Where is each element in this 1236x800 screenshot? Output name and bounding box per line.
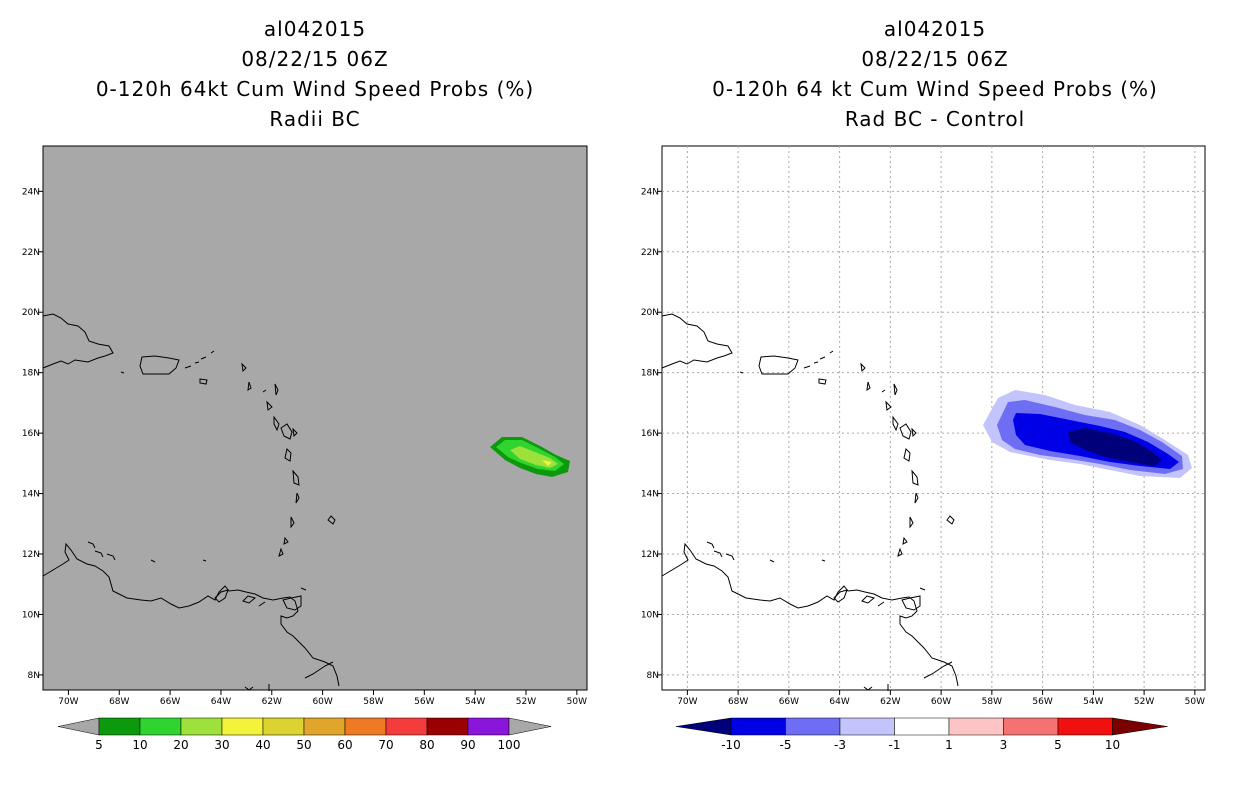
lon-tick-label: 64W: [211, 697, 231, 707]
colorbar-label: 5: [95, 738, 103, 752]
lat-tick-label: 22N: [22, 248, 40, 258]
colorbar-label: 40: [255, 738, 270, 752]
lat-tick-label: 12N: [22, 550, 40, 560]
colorbar-label: 100: [498, 738, 521, 752]
colorbar-label: 10: [132, 738, 147, 752]
lat-tick-label: 8N: [28, 671, 40, 681]
lon-tick-label: 56W: [414, 697, 434, 707]
lon-tick-label: 70W: [58, 697, 78, 707]
lon-tick-label: 58W: [982, 697, 1002, 707]
lon-tick-label: 68W: [728, 697, 748, 707]
colorbar-swatch: [344, 717, 387, 736]
axis-ticks: 70W 68W 66W 64W 62W 60W 58W 56W 54W 52W 50W 8N 10N 12…: [641, 187, 1205, 707]
colorbar-label: 30: [214, 738, 229, 752]
lat-tick-label: 14N: [22, 490, 40, 500]
lon-tick-label: 64W: [829, 697, 849, 707]
colorbar-label: 50: [296, 738, 311, 752]
grid-lines: [662, 146, 1205, 690]
lat-tick-label: 18N: [641, 369, 659, 379]
difference-contours: [983, 390, 1192, 478]
colorbar-label: 1: [945, 738, 953, 752]
colorbar-swatch: [303, 717, 346, 736]
colorbar-label: 5: [1054, 738, 1062, 752]
colorbar-label: -5: [780, 738, 792, 752]
colorbar-label: 3: [1000, 738, 1008, 752]
storm-id: al042015: [883, 17, 987, 41]
colorbar-label: -3: [834, 738, 846, 752]
lat-tick-label: 20N: [22, 308, 40, 318]
colorbar-label: -10: [721, 738, 741, 752]
colorbar-swatch: [730, 717, 786, 736]
lon-tick-label: 66W: [779, 697, 799, 707]
lon-tick-label: 58W: [363, 697, 383, 707]
colorbar-swatch: [948, 717, 1004, 736]
colorbar: -10 -5 -3 -1 1 3 5 10: [675, 717, 1168, 752]
lat-tick-label: 20N: [641, 308, 659, 318]
left-map-panel: 70W 68W 66W 64W 62W 60W 58W 56W 54W 52W 50W 8N 10N 12…: [22, 145, 588, 752]
lon-tick-label: 56W: [1032, 697, 1052, 707]
lat-tick-label: 24N: [22, 187, 40, 197]
lon-tick-label: 60W: [931, 697, 951, 707]
colorbar: 5 10 20 30 40 50 60 70 80 90 100: [57, 717, 552, 752]
lat-tick-label: 10N: [641, 610, 659, 620]
colorbar-label: 80: [419, 738, 434, 752]
lat-tick-label: 10N: [22, 610, 40, 620]
storm-id: al042015: [263, 17, 367, 41]
colorbar-swatch: [262, 717, 305, 736]
colorbar-swatch: [1057, 717, 1113, 736]
colorbar-label: 10: [1105, 738, 1120, 752]
colorbar-label: 20: [173, 738, 188, 752]
lat-tick-label: 22N: [641, 248, 659, 258]
left-panel-title: al042015 08/22/15 06Z 0-120h 64kt Cum Wi…: [35, 14, 595, 134]
experiment-name: Radii BC: [269, 107, 361, 131]
right-map-panel: 70W 68W 66W 64W 62W 60W 58W 56W 54W 52W 50W8N10N12…: [641, 145, 1206, 752]
forecast-time: 08/22/15 06Z: [241, 47, 389, 71]
lon-tick-label: 52W: [1134, 697, 1154, 707]
colorbar-swatch: [139, 717, 182, 736]
lat-tick-label: 8N: [647, 671, 659, 681]
lon-tick-label: 62W: [262, 697, 282, 707]
colorbar-swatch: [839, 717, 895, 736]
lon-tick-label: 62W: [880, 697, 900, 707]
lon-tick-label: 54W: [1083, 697, 1103, 707]
lat-tick-label: 16N: [641, 429, 659, 439]
lon-tick-label: 50W: [1185, 697, 1205, 707]
lat-tick-label: 16N: [22, 429, 40, 439]
product-name: 0-120h 64kt Cum Wind Speed Probs (%): [95, 77, 535, 101]
colorbar-swatch: [221, 717, 264, 736]
lon-tick-label: 68W: [109, 697, 129, 707]
colorbar-swatch: [467, 717, 510, 736]
colorbar-swatch: [1003, 717, 1059, 736]
colorbar-swatch: [180, 717, 223, 736]
lat-tick-label: 14N: [641, 490, 659, 500]
probability-contours: [490, 437, 570, 477]
lon-tick-label: 52W: [516, 697, 536, 707]
colorbar-swatch: [98, 717, 141, 736]
colorbar-label: 70: [378, 738, 393, 752]
experiment-name: Rad BC - Control: [844, 107, 1026, 131]
lon-tick-label: 60W: [312, 697, 332, 707]
lat-tick-label: 18N: [22, 369, 40, 379]
colorbar-label: 90: [460, 738, 475, 752]
lat-tick-label: 24N: [641, 187, 659, 197]
axis-ticks: 70W 68W 66W 64W 62W 60W 58W 56W 54W 52W 50W 8N 10N 12…: [22, 187, 587, 707]
colorbar-swatch: [894, 717, 950, 736]
colorbar-swatch: [385, 717, 428, 736]
colorbar-label: 60: [337, 738, 352, 752]
right-panel-title: al042015 08/22/15 06Z 0-120h 64 kt Cum W…: [655, 14, 1215, 134]
colorbar-swatch: [785, 717, 841, 736]
lon-tick-label: 70W: [677, 697, 697, 707]
colorbar-label: -1: [889, 738, 901, 752]
lon-tick-label: 50W: [567, 697, 587, 707]
colorbar-swatch: [426, 717, 469, 736]
map-frame: [42, 145, 588, 691]
product-name: 0-120h 64 kt Cum Wind Speed Probs (%): [712, 77, 1158, 101]
lon-tick-label: 66W: [160, 697, 180, 707]
lon-tick-label: 54W: [465, 697, 485, 707]
lat-tick-label: 12N: [641, 550, 659, 560]
forecast-time: 08/22/15 06Z: [861, 47, 1009, 71]
